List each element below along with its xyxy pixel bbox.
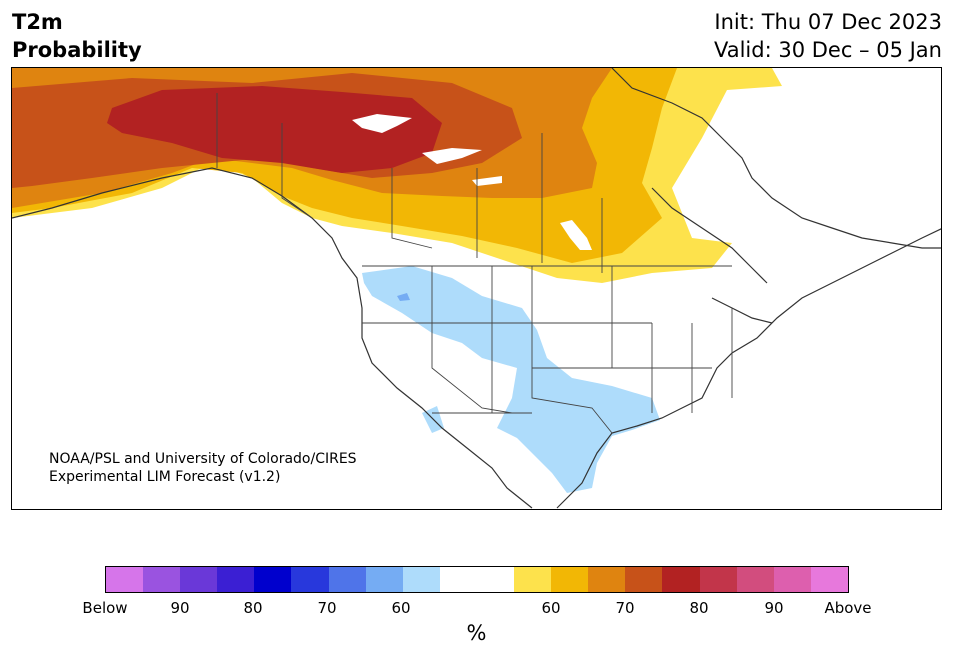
lake-athabasca [472,176,502,186]
forecast-dates: Init: Thu 07 Dec 2023 Valid: 30 Dec – 05… [714,8,942,64]
colorbar-swatch [365,567,403,592]
colorbar-swatch [106,567,144,592]
map-svg [12,68,941,509]
colorbar-swatch [476,567,515,592]
lake-winnipeg [560,220,592,250]
colorbar-tick-label: 70 [615,599,635,617]
lake-great-slave [422,148,482,164]
colorbar-swatch [217,567,255,592]
coastlines [12,68,941,509]
political-borders [216,93,733,434]
region-below-65-spot [397,293,410,301]
colorbar-tick-label: Below [82,599,128,617]
colorbar-swatch [773,567,811,592]
title-line-1: T2m [12,10,63,34]
colorbar-swatch [810,567,848,592]
init-date: Init: Thu 07 Dec 2023 [714,10,942,34]
colorbar-tick-label: 60 [541,599,561,617]
colorbar-tick-label: 80 [689,599,709,617]
colorbar-swatch [625,567,663,592]
map-title: T2m Probability [12,8,142,64]
colorbar-swatch [402,567,440,592]
colorbar-swatch [143,567,181,592]
colorbar-swatch [254,567,292,592]
colorbar-tick-label: Above [824,599,872,617]
credit-line-1: NOAA/PSL and University of Colorado/CIRE… [49,451,357,467]
colorbar-swatch [551,567,589,592]
valid-date-range: Valid: 30 Dec – 05 Jan [713,38,942,62]
colorbar-swatch [439,567,477,592]
colorbar [105,566,849,593]
map-credit: NOAA/PSL and University of Colorado/CIRE… [49,450,357,486]
colorbar-swatch [180,567,218,592]
colorbar-swatch [291,567,329,592]
colorbar-unit: % [466,621,487,645]
title-line-2: Probability [12,38,142,62]
colorbar-swatch [588,567,626,592]
colorbar-ticks: Below 90 80 70 60 60 70 80 90 Above [0,599,953,619]
colorbar-swatch [514,567,552,592]
region-above-80 [107,86,442,173]
colorbar-tick-label: 90 [170,599,190,617]
colorbar-swatch [662,567,700,592]
colorbar-tick-label: 70 [317,599,337,617]
colorbar-tick-label: 90 [764,599,784,617]
credit-line-2: Experimental LIM Forecast (v1.2) [49,469,281,485]
colorbar-tick-label: 60 [391,599,411,617]
lake-great-bear [352,114,412,133]
colorbar-tick-label: 80 [243,599,263,617]
colorbar-swatch [699,567,737,592]
colorbar-swatch [328,567,366,592]
colorbar-swatch [736,567,774,592]
map-panel: NOAA/PSL and University of Colorado/CIRE… [11,67,942,510]
